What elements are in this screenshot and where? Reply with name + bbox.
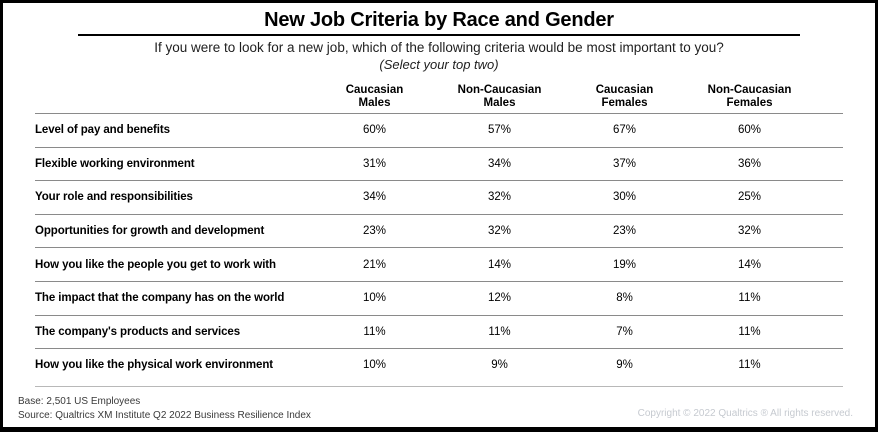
cell-value: 60% bbox=[737, 124, 762, 137]
cell-value: 9% bbox=[616, 359, 633, 372]
cell-value: 10% bbox=[362, 359, 387, 372]
table-row: Flexible working environment 31% 34% 37%… bbox=[35, 146, 843, 181]
copyright-note: Copyright © 2022 Qualtrics ® All rights … bbox=[637, 408, 853, 419]
row-label: How you like the people you get to work … bbox=[35, 258, 276, 271]
table-row: How you like the physical work environme… bbox=[35, 348, 843, 382]
cell-value: 11% bbox=[738, 292, 761, 305]
data-table: Caucasian Males Non-Caucasian Males Cauc… bbox=[35, 79, 843, 387]
column-header-caucasian-males: Caucasian Males bbox=[345, 84, 404, 109]
table-header-row: Caucasian Males Non-Caucasian Males Cauc… bbox=[35, 79, 843, 113]
subtitle-note: (Select your top two) bbox=[379, 57, 499, 72]
table-bottom-rule bbox=[35, 385, 843, 387]
cell-value: 25% bbox=[737, 191, 762, 204]
cell-value: 60% bbox=[362, 124, 387, 137]
cell-value: 34% bbox=[487, 157, 512, 170]
row-label: Level of pay and benefits bbox=[35, 124, 170, 137]
header-spacer bbox=[35, 110, 312, 113]
cell-value: 9% bbox=[491, 359, 508, 372]
cell-value: 23% bbox=[362, 225, 387, 238]
cell-value: 32% bbox=[737, 225, 762, 238]
cell-value: 32% bbox=[487, 191, 512, 204]
row-label: The company's products and services bbox=[35, 325, 241, 338]
table-row: Your role and responsibilities 34% 32% 3… bbox=[35, 180, 843, 214]
table-row: Opportunities for growth and development… bbox=[35, 213, 843, 248]
cell-value: 30% bbox=[612, 191, 637, 204]
cell-value: 57% bbox=[487, 124, 512, 137]
cell-value: 23% bbox=[612, 225, 637, 238]
row-label: Your role and responsibilities bbox=[35, 191, 193, 204]
subtitle-question: If you were to look for a new job, which… bbox=[154, 40, 724, 55]
column-header-non-caucasian-males: Non-Caucasian Males bbox=[457, 84, 542, 109]
cell-value: 11% bbox=[738, 325, 761, 338]
cell-value: 21% bbox=[362, 258, 387, 271]
cell-value: 14% bbox=[737, 258, 762, 271]
table-row: Level of pay and benefits 60% 57% 67% 60… bbox=[35, 113, 843, 147]
row-label: Flexible working environment bbox=[35, 157, 195, 170]
row-label: Opportunities for growth and development bbox=[35, 225, 265, 238]
table-row: How you like the people you get to work … bbox=[35, 247, 843, 281]
column-header-non-caucasian-females: Non-Caucasian Females bbox=[707, 84, 792, 109]
row-label: How you like the physical work environme… bbox=[35, 359, 273, 372]
row-label: The impact that the company has on the w… bbox=[35, 292, 285, 305]
cell-value: 11% bbox=[488, 325, 511, 338]
header-spacer bbox=[812, 110, 843, 113]
cell-value: 36% bbox=[737, 157, 762, 170]
source-note: Source: Qualtrics XM Institute Q2 2022 B… bbox=[18, 409, 311, 421]
title-underline bbox=[78, 34, 800, 36]
cell-value: 34% bbox=[362, 191, 387, 204]
cell-value: 32% bbox=[487, 225, 512, 238]
page-title: New Job Criteria by Race and Gender bbox=[264, 9, 614, 31]
cell-value: 67% bbox=[612, 124, 637, 137]
cell-value: 8% bbox=[616, 292, 633, 305]
cell-value: 10% bbox=[362, 292, 387, 305]
cell-value: 37% bbox=[612, 157, 637, 170]
cell-value: 11% bbox=[363, 325, 386, 338]
base-note: Base: 2,501 US Employees bbox=[18, 396, 141, 407]
cell-value: 19% bbox=[612, 258, 637, 271]
column-header-caucasian-females: Caucasian Females bbox=[595, 84, 654, 109]
cell-value: 7% bbox=[616, 325, 633, 338]
cell-value: 11% bbox=[738, 359, 761, 372]
table-row: The company's products and services 11% … bbox=[35, 314, 843, 349]
cell-value: 12% bbox=[487, 292, 512, 305]
cell-value: 14% bbox=[487, 258, 512, 271]
table-row: The impact that the company has on the w… bbox=[35, 280, 843, 315]
cell-value: 31% bbox=[362, 157, 387, 170]
footnote-block: Base: 2,501 US Employees Source: Qualtri… bbox=[18, 395, 311, 422]
